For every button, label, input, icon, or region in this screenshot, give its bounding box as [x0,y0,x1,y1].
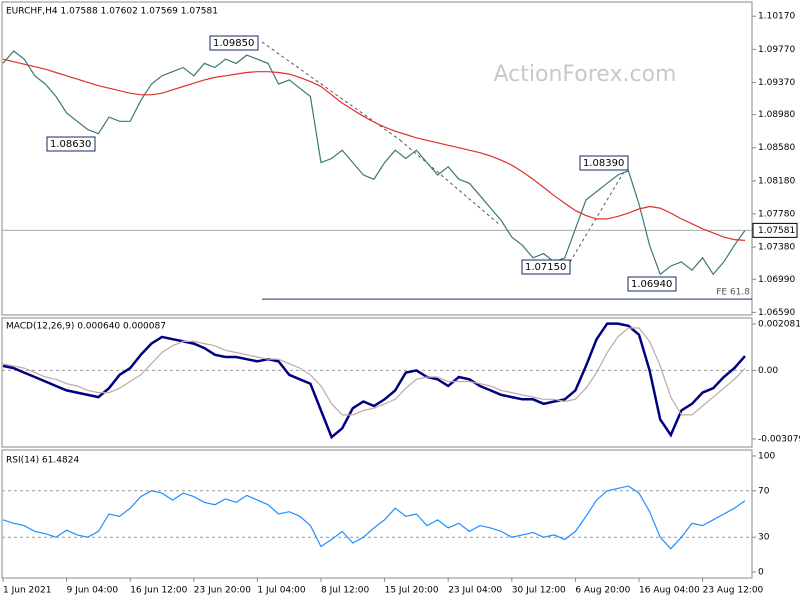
annotation-box [579,155,629,171]
y-tick-label: 30 [758,533,770,543]
y-tick-label: 1.09370 [758,78,795,88]
panel-title: RSI(14) 61.4824 [6,456,79,466]
series-line [2,322,746,440]
y-tick-label: 1.07780 [758,209,795,219]
rsi-panel [1,449,753,579]
x-tick-label: 23 Jun 20:00 [194,586,251,596]
y-tick-label: 1.07380 [758,243,795,253]
y-tick-label: 1.06990 [758,275,795,285]
series-line [2,327,746,416]
series-line [2,485,746,550]
annotation-box [209,35,259,51]
y-tick-label: 1.10170 [758,12,795,22]
current-price-label: 1.07581 [758,226,795,236]
macd-panel [1,317,753,448]
price-panel [1,1,753,316]
annotation-box [46,136,96,152]
y-tick-label: 1.08180 [758,176,795,186]
annotation: 1.06940 [631,279,672,290]
trend-line [569,164,629,263]
series-line [2,50,746,276]
trend-line [261,41,401,141]
x-tick-label: 1 Jul 04:00 [257,586,306,596]
trend-line [399,139,501,226]
x-tick-label: 9 Jun 04:00 [67,586,119,596]
y-tick-label: 1.08980 [758,110,795,120]
x-tick-label: 8 Jul 12:00 [321,586,370,596]
x-tick-label: 15 Jul 20:00 [385,586,439,596]
y-tick-label: 1.09770 [758,45,795,55]
x-tick-label: 23 Aug 12:00 [703,586,764,596]
series-line [2,58,746,241]
x-tick-label: 23 Jul 04:00 [448,586,502,596]
annotation-box [521,259,571,275]
y-tick-label: -0.003079 [758,434,800,444]
x-tick-label: 16 Aug 04:00 [639,586,700,596]
y-tick-label: 0.002081 [758,319,800,329]
x-tick-label: 30 Jul 12:00 [512,586,566,596]
y-tick-label: 70 [758,486,770,496]
panel-title: EURCHF,H4 1.07588 1.07602 1.07569 1.0758… [6,7,218,17]
y-tick-label: 0.00 [758,366,778,376]
annotation: 1.07150 [525,262,566,273]
panel-title: MACD(12,26,9) 0.000640 0.000087 [6,322,166,332]
y-tick-label: 0 [758,568,764,578]
fe-label: FE 61.8 [716,288,750,298]
current-price-box [752,222,798,238]
y-tick-label: 1.08580 [758,143,795,153]
y-tick-label: 100 [758,451,775,461]
annotation: 1.08390 [583,158,624,169]
annotation: 1.09850 [213,38,254,49]
annotation: 1.08630 [50,139,91,150]
x-tick-label: 16 Jun 12:00 [130,586,187,596]
annotation-box [627,276,677,292]
watermark: ActionForex.com [494,62,677,87]
x-tick-label: 1 Jun 2021 [3,586,51,596]
y-tick-label: 1.06590 [758,308,795,318]
x-tick-label: 6 Aug 20:00 [575,586,630,596]
